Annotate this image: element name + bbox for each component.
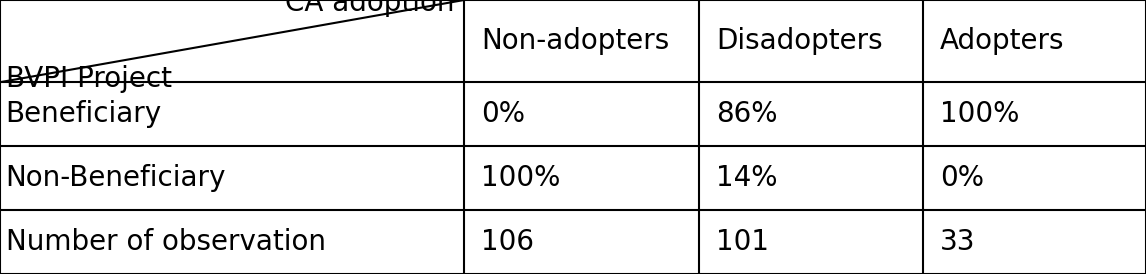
Text: 106: 106 [481, 228, 534, 256]
Text: 14%: 14% [716, 164, 778, 192]
Text: Non-adopters: Non-adopters [481, 27, 669, 55]
Text: Number of observation: Number of observation [6, 228, 325, 256]
Text: 0%: 0% [940, 164, 983, 192]
Text: 100%: 100% [940, 100, 1019, 128]
Text: 100%: 100% [481, 164, 560, 192]
Text: 86%: 86% [716, 100, 778, 128]
Text: 0%: 0% [481, 100, 525, 128]
Text: Disadopters: Disadopters [716, 27, 882, 55]
Text: Beneficiary: Beneficiary [6, 100, 162, 128]
Text: 33: 33 [940, 228, 975, 256]
Text: CA adoption: CA adoption [285, 0, 455, 17]
Text: Adopters: Adopters [940, 27, 1065, 55]
Text: 101: 101 [716, 228, 769, 256]
Text: Non-Beneficiary: Non-Beneficiary [6, 164, 226, 192]
Text: BVPI Project: BVPI Project [6, 65, 172, 93]
